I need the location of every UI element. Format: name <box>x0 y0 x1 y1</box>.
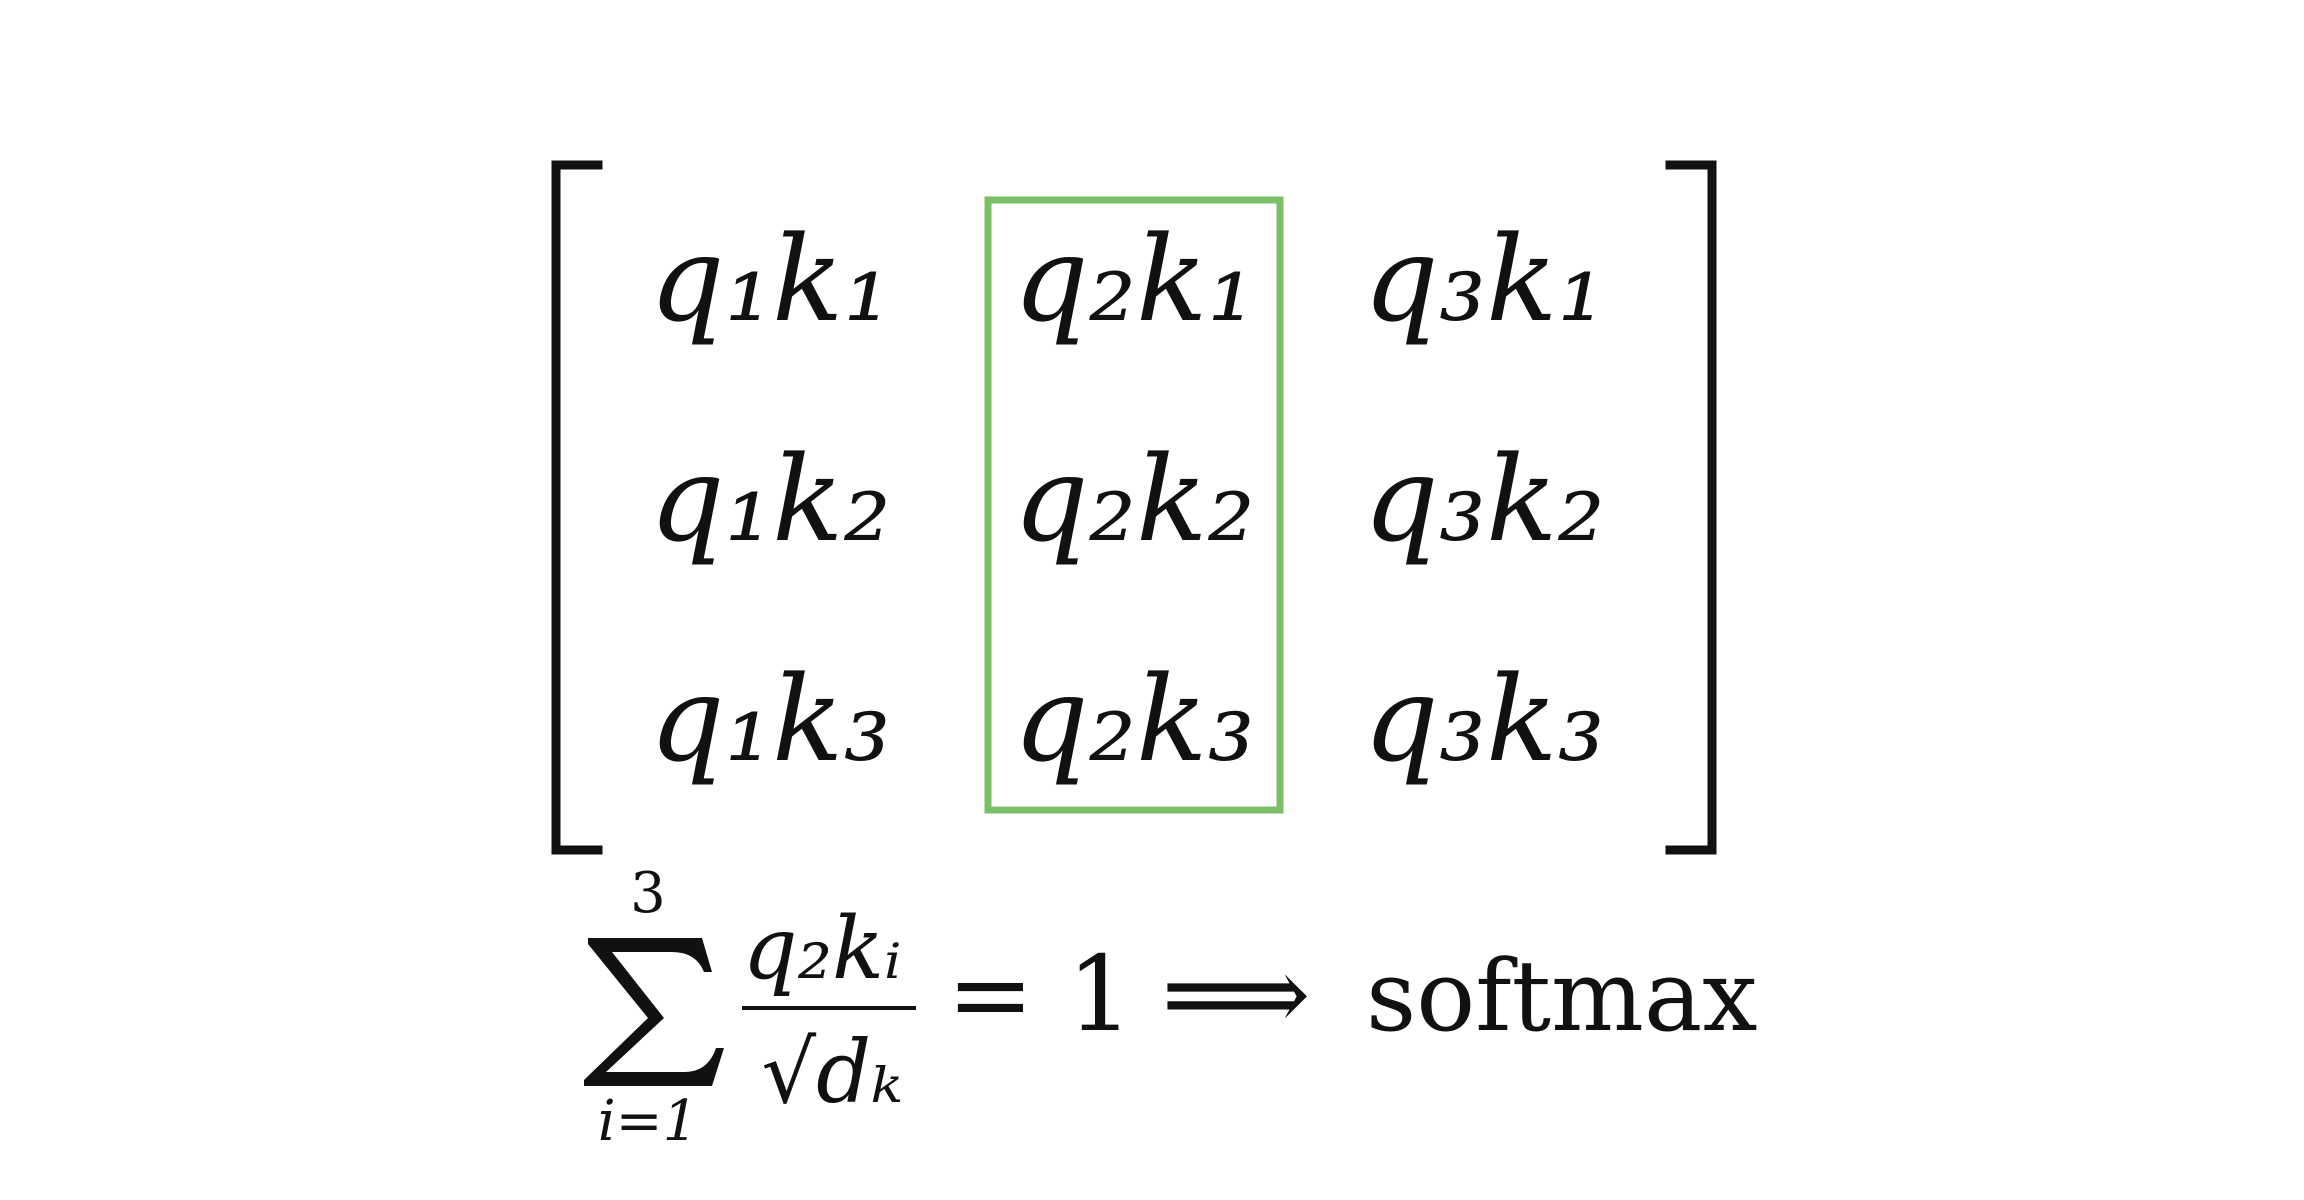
sum-lower-limit: i=1 <box>598 1089 698 1154</box>
left-matrix-bracket <box>551 160 603 855</box>
summation-sigma-symbol <box>584 938 724 1086</box>
matrix-cell-r1-c2: q₂k₁ <box>1013 210 1255 348</box>
matrix-cell-r1-c1: q₁k₁ <box>649 210 891 348</box>
implies-arrow: ⟹ <box>1161 933 1310 1055</box>
matrix-cell-r3-c3: q₃k₃ <box>1363 650 1605 788</box>
right-matrix-bracket <box>1665 160 1717 855</box>
equals-one: = 1 <box>947 933 1133 1055</box>
matrix-cell-r2-c3: q₃k₂ <box>1363 430 1605 568</box>
matrix-cell-r2-c1: q₁k₂ <box>649 430 891 568</box>
highlighted-column-box <box>984 196 1284 814</box>
fraction-denominator: √dₖ <box>761 1023 902 1123</box>
matrix-cell-r2-c2: q₂k₂ <box>1013 430 1255 568</box>
softmax-label: softmax <box>1366 940 1758 1054</box>
fraction-numerator: q₂kᵢ <box>743 899 902 999</box>
sum-upper-limit: 3 <box>630 861 666 926</box>
matrix-cell-r3-c1: q₁k₃ <box>649 650 891 788</box>
matrix-cell-r3-c2: q₂k₃ <box>1013 650 1255 788</box>
matrix-cell-r1-c3: q₃k₁ <box>1363 210 1605 348</box>
